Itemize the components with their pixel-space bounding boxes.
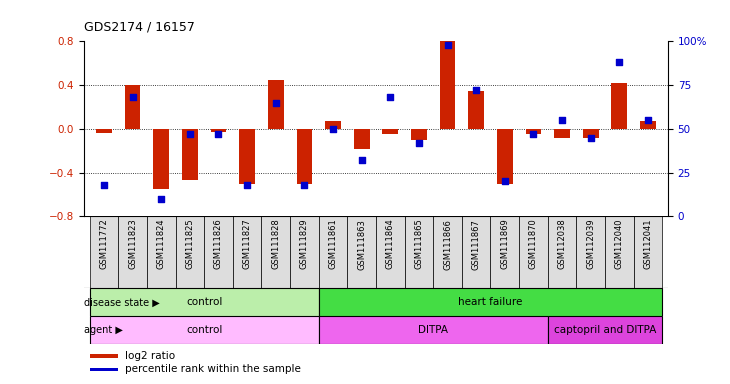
Bar xyxy=(319,316,548,344)
Bar xyxy=(182,129,198,180)
FancyBboxPatch shape xyxy=(605,217,634,288)
Bar xyxy=(90,316,319,344)
Bar xyxy=(497,129,512,184)
Text: captopril and DITPA: captopril and DITPA xyxy=(554,326,656,336)
Bar xyxy=(612,83,627,129)
Point xyxy=(212,131,224,137)
Text: GSM111828: GSM111828 xyxy=(272,218,280,270)
FancyBboxPatch shape xyxy=(233,217,261,288)
Text: percentile rank within the sample: percentile rank within the sample xyxy=(125,364,301,374)
Text: control: control xyxy=(186,326,223,336)
Bar xyxy=(640,121,656,129)
Text: heart failure: heart failure xyxy=(458,298,523,308)
Bar xyxy=(125,85,140,129)
Text: GSM111829: GSM111829 xyxy=(300,218,309,269)
Point xyxy=(98,182,110,188)
Point xyxy=(528,131,539,137)
Text: GSM111824: GSM111824 xyxy=(157,218,166,269)
Point xyxy=(127,94,139,101)
FancyBboxPatch shape xyxy=(433,217,462,288)
FancyBboxPatch shape xyxy=(147,217,175,288)
FancyBboxPatch shape xyxy=(519,217,548,288)
Text: GSM111870: GSM111870 xyxy=(529,218,538,270)
FancyBboxPatch shape xyxy=(491,217,519,288)
Bar xyxy=(548,316,662,344)
Text: GSM111826: GSM111826 xyxy=(214,218,223,270)
Point xyxy=(242,182,253,188)
Bar xyxy=(526,129,541,134)
Bar xyxy=(90,288,319,316)
Text: GSM111772: GSM111772 xyxy=(99,218,109,270)
Bar xyxy=(583,129,599,138)
Point xyxy=(356,157,367,164)
Text: GSM112041: GSM112041 xyxy=(643,218,653,269)
FancyBboxPatch shape xyxy=(90,217,118,288)
Point xyxy=(442,42,453,48)
Point xyxy=(155,196,167,202)
Point xyxy=(327,126,339,132)
Bar xyxy=(153,129,169,189)
Text: GSM111825: GSM111825 xyxy=(185,218,194,269)
Text: GSM112039: GSM112039 xyxy=(586,218,595,269)
FancyBboxPatch shape xyxy=(204,217,233,288)
Text: log2 ratio: log2 ratio xyxy=(125,351,175,361)
Point xyxy=(613,60,625,66)
Bar xyxy=(96,129,112,133)
Bar xyxy=(383,129,398,134)
Bar xyxy=(468,91,484,129)
Bar xyxy=(90,354,118,358)
Bar xyxy=(554,129,570,138)
Point xyxy=(385,94,396,101)
FancyBboxPatch shape xyxy=(347,217,376,288)
Text: disease state ▶: disease state ▶ xyxy=(84,298,160,308)
Point xyxy=(184,131,196,137)
Text: GSM111863: GSM111863 xyxy=(357,218,366,270)
Point xyxy=(413,140,425,146)
FancyBboxPatch shape xyxy=(404,217,433,288)
Point xyxy=(470,88,482,94)
Bar xyxy=(268,80,284,129)
Point xyxy=(270,100,282,106)
FancyBboxPatch shape xyxy=(175,217,204,288)
FancyBboxPatch shape xyxy=(290,217,319,288)
FancyBboxPatch shape xyxy=(634,217,662,288)
Text: GSM111869: GSM111869 xyxy=(500,218,510,270)
FancyBboxPatch shape xyxy=(261,217,290,288)
Text: GDS2174 / 16157: GDS2174 / 16157 xyxy=(84,21,195,34)
Text: GSM111823: GSM111823 xyxy=(128,218,137,270)
Text: GSM112038: GSM112038 xyxy=(558,218,566,270)
Point xyxy=(642,117,654,123)
Text: GSM111866: GSM111866 xyxy=(443,218,452,270)
Bar xyxy=(325,121,341,129)
Text: GSM111861: GSM111861 xyxy=(328,218,337,270)
Point xyxy=(585,135,596,141)
Bar xyxy=(411,129,427,140)
Bar xyxy=(319,288,662,316)
FancyBboxPatch shape xyxy=(462,217,491,288)
Bar xyxy=(354,129,369,149)
Point xyxy=(499,179,510,185)
Text: GSM111827: GSM111827 xyxy=(242,218,252,270)
Bar xyxy=(239,129,255,184)
Text: GSM111864: GSM111864 xyxy=(385,218,395,270)
Bar xyxy=(90,367,118,371)
Text: GSM111865: GSM111865 xyxy=(415,218,423,270)
Text: agent ▶: agent ▶ xyxy=(84,326,123,336)
Text: control: control xyxy=(186,298,223,308)
FancyBboxPatch shape xyxy=(577,217,605,288)
FancyBboxPatch shape xyxy=(319,217,347,288)
FancyBboxPatch shape xyxy=(118,217,147,288)
FancyBboxPatch shape xyxy=(376,217,404,288)
FancyBboxPatch shape xyxy=(548,217,577,288)
Text: GSM111867: GSM111867 xyxy=(472,218,480,270)
Bar xyxy=(211,129,226,132)
Text: GSM112040: GSM112040 xyxy=(615,218,623,269)
Text: DITPA: DITPA xyxy=(418,326,448,336)
Point xyxy=(299,182,310,188)
Bar xyxy=(439,41,456,129)
Bar xyxy=(296,129,312,184)
Point xyxy=(556,117,568,123)
